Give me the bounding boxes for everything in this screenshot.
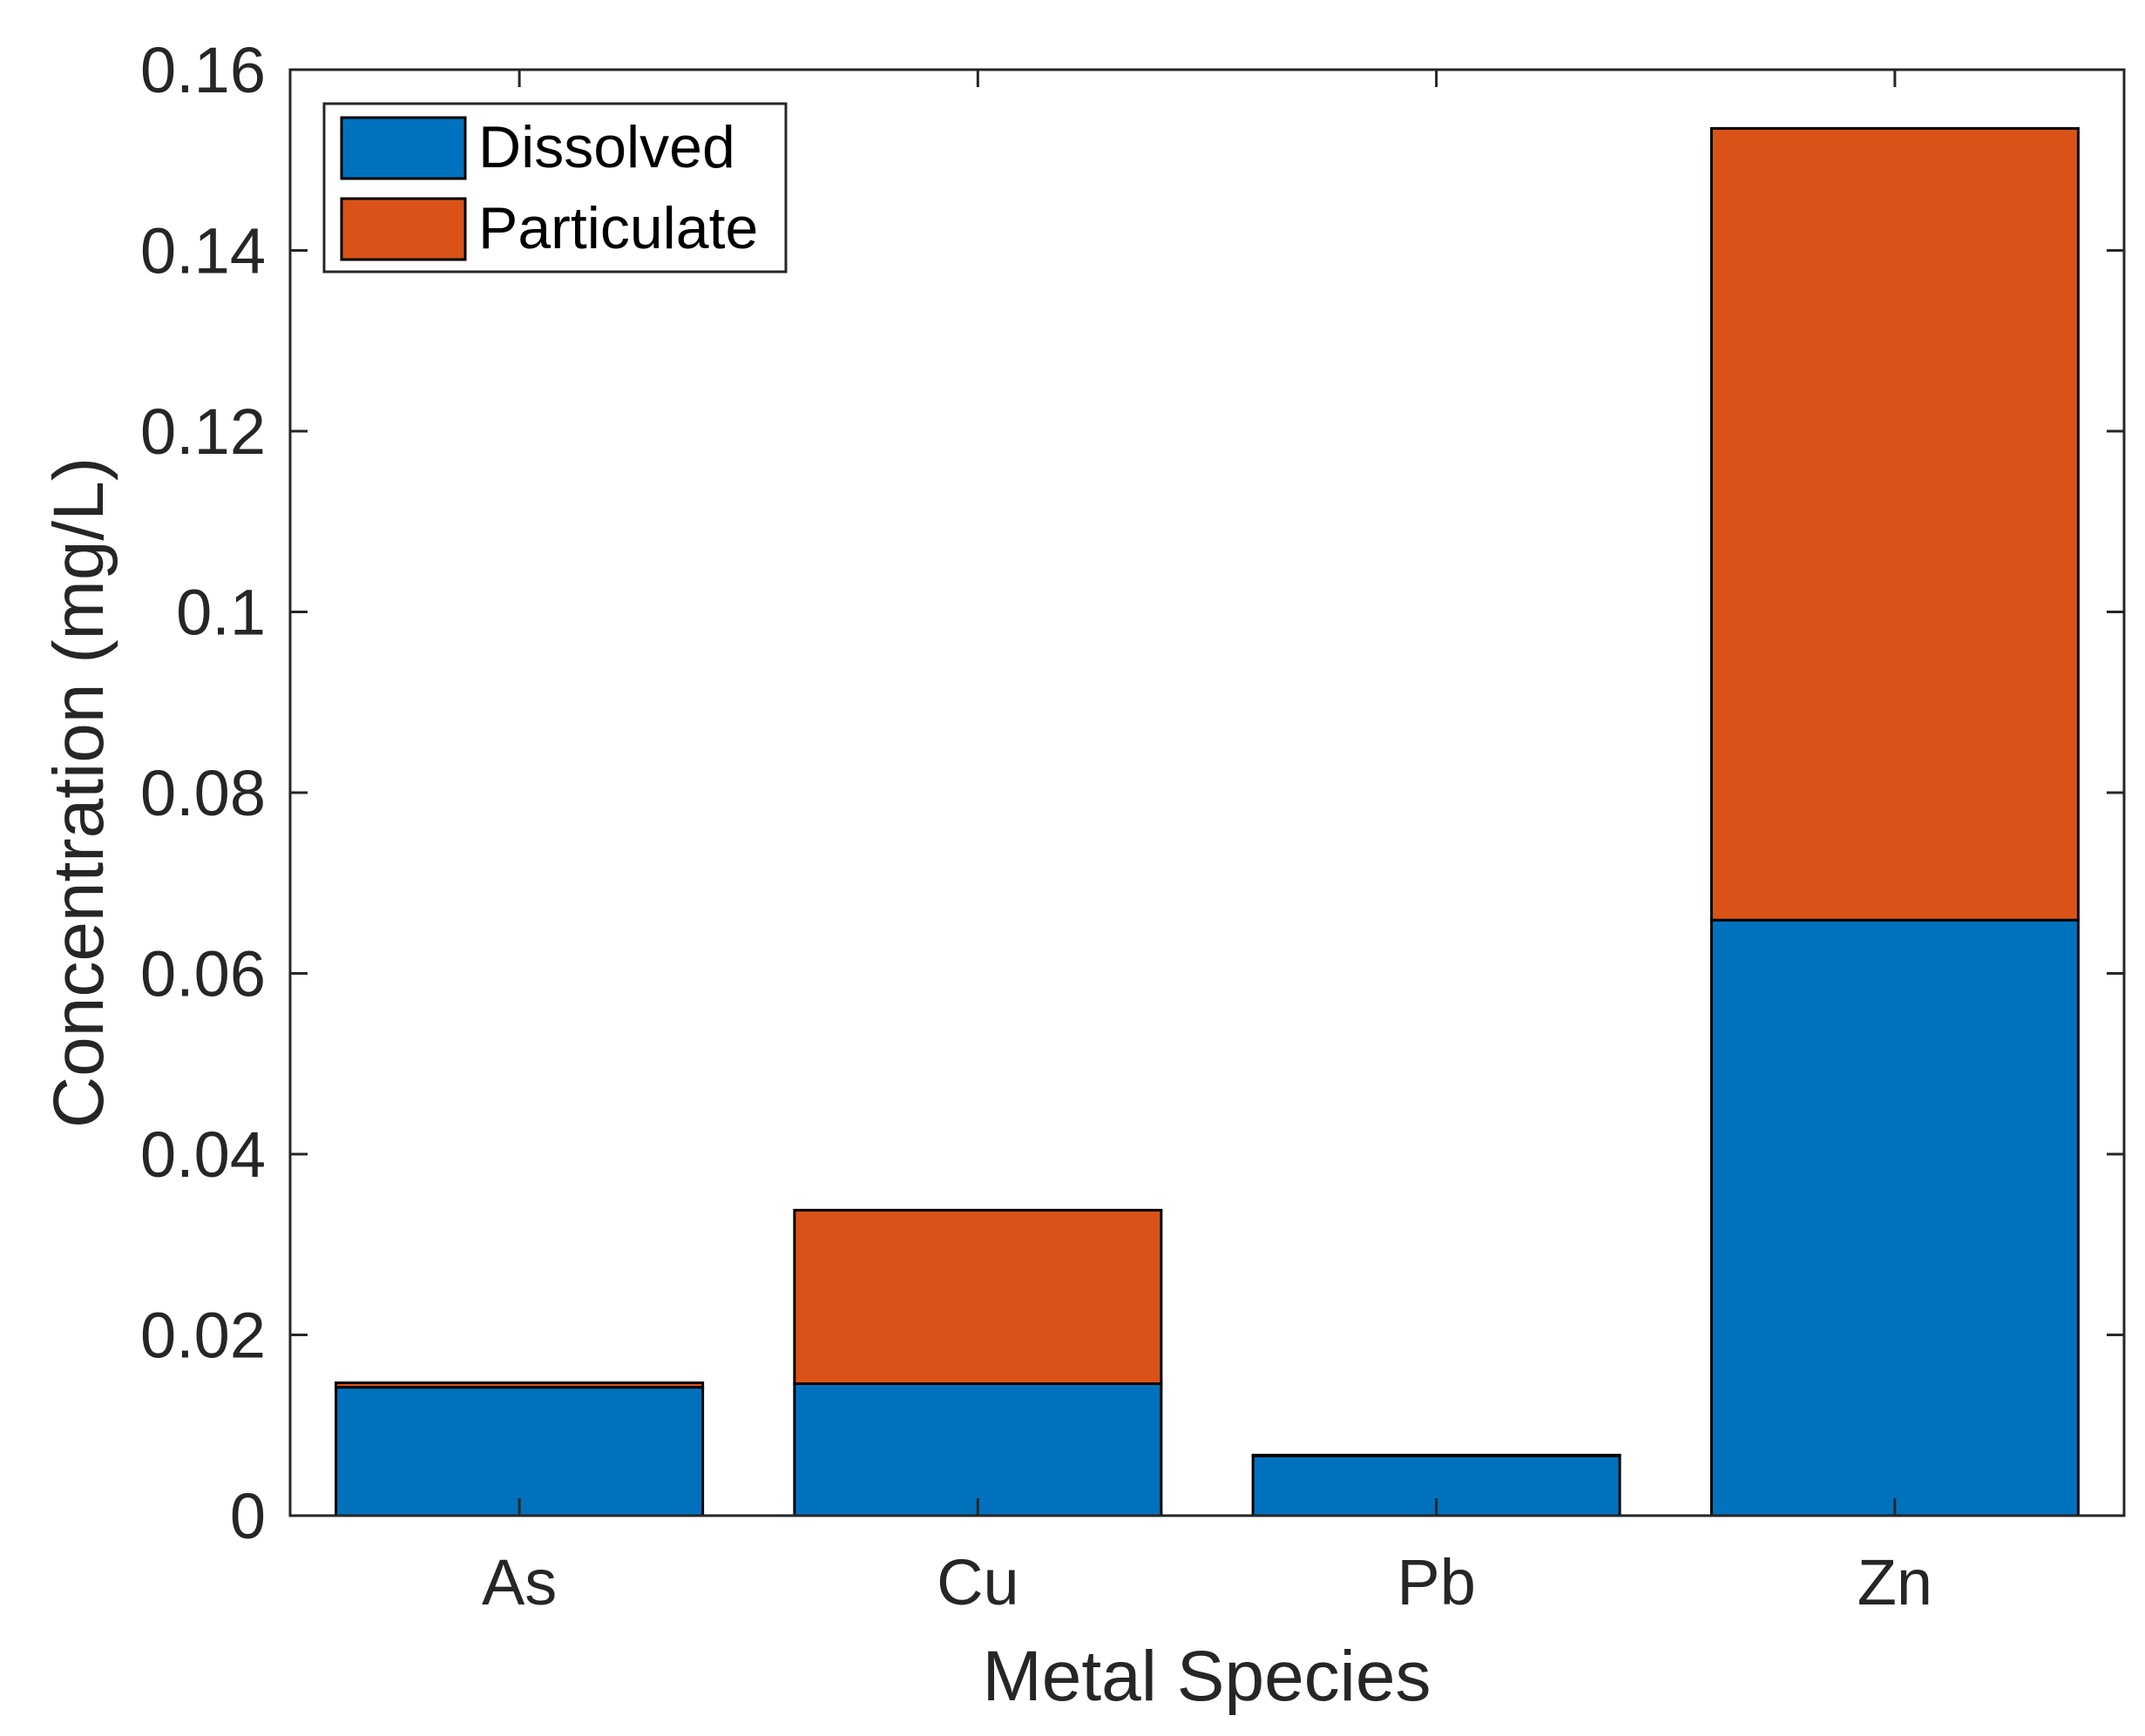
- x-tick-label-as: As: [482, 1546, 557, 1618]
- bar-cu-particulate: [793, 1208, 1163, 1386]
- legend-label-particulate: Particulate: [478, 195, 758, 261]
- y-tick-labels: 0 0.02 0.04 0.06 0.08 0.1 0.12 0.14 0.16: [140, 34, 266, 1552]
- y-tick-label: 0.12: [140, 395, 266, 468]
- y-tick-label: 0.04: [140, 1118, 266, 1191]
- x-tick-labels: As Cu Pb Zn: [482, 1546, 1932, 1618]
- y-tick-label: 0.16: [140, 34, 266, 106]
- axes-box: [288, 68, 2126, 1517]
- bar-zn-dissolved: [1709, 918, 2080, 1517]
- x-tick-label-cu: Cu: [937, 1546, 1019, 1618]
- bar-cu-dissolved: [793, 1382, 1163, 1517]
- y-axis-title: Concentration (mg/L): [39, 457, 118, 1128]
- y-tick-label: 0.08: [140, 757, 266, 829]
- bar-as-dissolved: [335, 1386, 705, 1517]
- bar-as-particulate: [335, 1381, 705, 1389]
- legend-swatch-particulate: [340, 197, 467, 261]
- legend-label-dissolved: Dissolved: [478, 114, 735, 180]
- y-tick-label: 0.1: [176, 577, 266, 649]
- legend-swatch-dissolved: [340, 116, 467, 180]
- x-axis-title: Metal Species: [982, 1637, 1431, 1716]
- x-tick-label-pb: Pb: [1397, 1546, 1476, 1618]
- bars-group: [335, 126, 2080, 1517]
- y-tick-label: 0.06: [140, 938, 266, 1010]
- bar-zn-particulate: [1709, 126, 2080, 922]
- y-tick-label: 0: [230, 1480, 266, 1552]
- legend: Dissolved Particulate: [322, 102, 788, 274]
- y-tick-label: 0.02: [140, 1300, 266, 1372]
- x-tick-label-zn: Zn: [1857, 1546, 1932, 1618]
- bar-pb-particulate: [1251, 1453, 1621, 1458]
- y-tick-label: 0.14: [140, 215, 266, 287]
